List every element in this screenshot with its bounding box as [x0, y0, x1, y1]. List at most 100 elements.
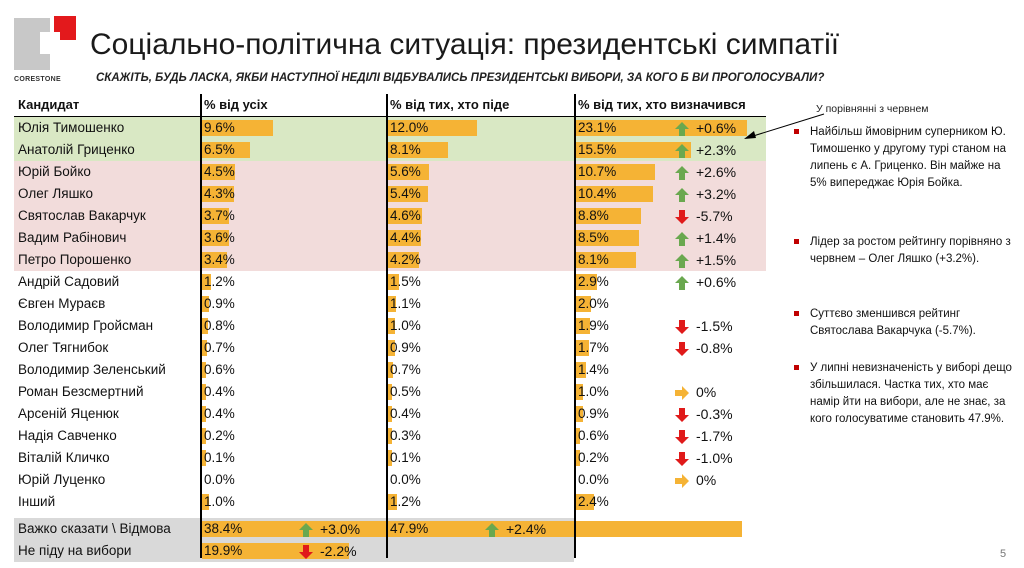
table-row: Надія Савченко 0.2% 0.3% 0.6% -1.7% — [14, 425, 766, 447]
bullet-marker — [794, 129, 799, 134]
bar-all — [202, 230, 229, 246]
up-arrow-icon — [675, 188, 689, 203]
down-arrow-icon — [675, 320, 689, 335]
candidate-name: Арсеній Яценюк — [18, 406, 119, 421]
value-going: 4.2% — [390, 252, 421, 267]
logo-text: CORESTONE — [14, 76, 61, 83]
value-going: 47.9% — [390, 521, 429, 536]
value-all: 0.1% — [204, 450, 235, 465]
table-row: Арсеній Яценюк 0.4% 0.4% 0.9% -0.3% — [14, 403, 766, 425]
bar-going — [388, 406, 392, 422]
header-candidate: Кандидат — [18, 97, 80, 112]
value-all: 0.8% — [204, 318, 235, 333]
bar-decided — [576, 318, 591, 334]
table-row: Петро Порошенко 3.4% 4.2% 8.1% +1.5% — [14, 249, 766, 271]
value-going: 1.5% — [390, 274, 421, 289]
candidate-name: Юлія Тимошенко — [18, 120, 125, 135]
ratings-table: Юлія Тимошенко 9.6% 12.0% 23.1% +0.6% Анатолі… — [14, 94, 766, 562]
logo-white-block — [40, 32, 60, 54]
change-vs-june: 0% — [674, 469, 716, 491]
candidate-name: Володимир Гройсман — [18, 318, 154, 333]
value-all: 3.4% — [204, 252, 235, 267]
up-arrow-icon — [485, 523, 499, 538]
value-all: 1.2% — [204, 274, 235, 289]
bar-going — [388, 318, 396, 334]
value-all: 38.4% — [204, 521, 243, 536]
change-vs-june: +2.3% — [674, 139, 736, 161]
bar-decided — [576, 252, 636, 268]
bar-all — [202, 318, 208, 334]
header-going: % від тих, хто піде — [390, 97, 510, 112]
bar-all — [202, 142, 251, 158]
value-going: 0.1% — [390, 450, 421, 465]
down-arrow-icon — [675, 452, 689, 467]
bar-all — [202, 296, 209, 312]
bar-going — [388, 230, 421, 246]
value-going: 1.2% — [390, 494, 421, 509]
candidate-name: Юрій Луценко — [18, 472, 106, 487]
bullet-4: У липні невизначеність у виборі дещо збі… — [794, 360, 1014, 428]
candidate-name: Володимир Зеленський — [18, 362, 166, 377]
note-arrow-icon — [744, 113, 825, 139]
bar-all — [202, 406, 206, 422]
value-decided: 2.9% — [578, 274, 609, 289]
header-decided: % від тих, хто визначився — [578, 97, 746, 112]
bar-all — [202, 340, 208, 356]
down-arrow-icon — [675, 408, 689, 423]
value-going: 1.1% — [390, 296, 421, 311]
value-going: 0.7% — [390, 362, 421, 377]
up-arrow-icon — [675, 166, 689, 181]
table-row: Олег Тягнибок 0.7% 0.9% 1.7% -0.8% — [14, 337, 766, 359]
table-row: Юлія Тимошенко 9.6% 12.0% 23.1% +0.6% — [14, 117, 766, 139]
change-vs-june: +0.6% — [674, 117, 736, 139]
bar-all — [202, 450, 206, 466]
value-all: 0.6% — [204, 362, 235, 377]
bar-decided — [576, 406, 583, 422]
page-title: Соціально-політична ситуація: президентс… — [90, 28, 840, 61]
candidate-name: Вадим Рабінович — [18, 230, 127, 245]
bullet-3: Суттєво зменшився рейтинг Святослава Вак… — [794, 306, 1014, 340]
down-arrow-icon — [675, 430, 689, 445]
value-going: 1.0% — [390, 318, 421, 333]
bar-decided — [576, 450, 580, 466]
bar-all — [202, 384, 206, 400]
candidate-name: Надія Савченко — [18, 428, 117, 443]
change-all: -2.2% — [298, 540, 357, 562]
value-all: 0.2% — [204, 428, 235, 443]
bar-going — [388, 164, 430, 180]
header-all: % від усіх — [204, 97, 268, 112]
candidate-name: Олег Тягнибок — [18, 340, 109, 355]
bullet-text: У липні невизначеність у виборі дещо збі… — [810, 362, 1012, 425]
value-all: 9.6% — [204, 120, 235, 135]
table-row: Віталій Кличко 0.1% 0.1% 0.2% -1.0% — [14, 447, 766, 469]
bullet-marker — [794, 311, 799, 316]
table-row: Євген Мураєв 0.9% 1.1% 2.0% — [14, 293, 766, 315]
change-vs-june: +0.6% — [674, 271, 736, 293]
value-decided: 1.0% — [578, 384, 609, 399]
value-all: 19.9% — [204, 543, 243, 558]
value-decided: 1.9% — [578, 318, 609, 333]
candidate-name: Юрій Бойко — [18, 164, 91, 179]
bar-going — [388, 450, 392, 466]
candidate-name: Важко сказати \ Відмова — [18, 521, 171, 536]
candidate-name: Євген Мураєв — [18, 296, 106, 311]
bar-going — [388, 384, 392, 400]
column-divider-2 — [386, 94, 388, 558]
change-vs-june: 0% — [674, 381, 716, 403]
bar-going — [388, 296, 397, 312]
bar-going — [388, 208, 423, 224]
change-vs-june: +2.6% — [674, 161, 736, 183]
bar-decided — [576, 494, 594, 510]
value-decided: 0.0% — [578, 472, 609, 487]
value-decided: 8.5% — [578, 230, 609, 245]
bar-all — [202, 543, 350, 559]
table-row: Юрій Бойко 4.5% 5.6% 10.7% +2.6% — [14, 161, 766, 183]
candidate-name: Віталій Кличко — [18, 450, 110, 465]
value-decided: 0.6% — [578, 428, 609, 443]
value-decided: 0.2% — [578, 450, 609, 465]
bar-all — [202, 186, 234, 202]
bar-all — [202, 120, 274, 136]
bar-decided — [576, 164, 656, 180]
table-row: Юрій Луценко 0.0% 0.0% 0.0% 0% — [14, 469, 766, 491]
candidate-name: Не піду на вибори — [18, 543, 132, 558]
